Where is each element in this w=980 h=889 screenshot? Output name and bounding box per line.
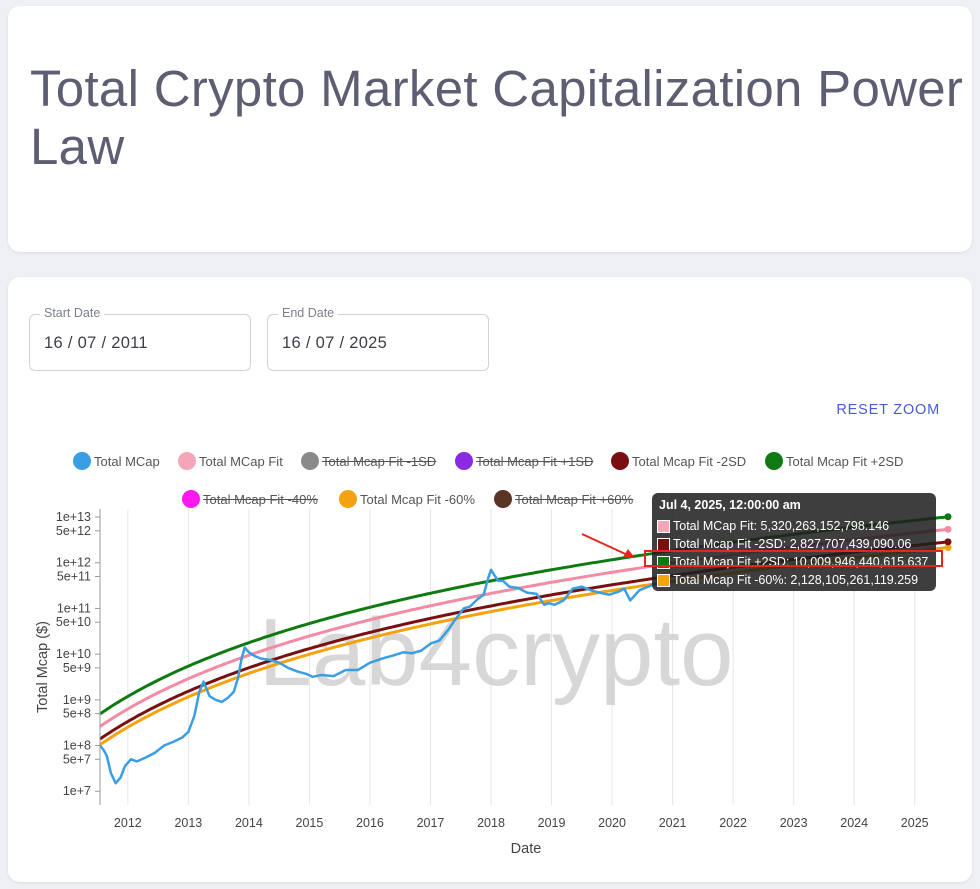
legend-swatch: [182, 490, 200, 508]
start-date-field[interactable]: Start Date 16 / 07 / 2011: [29, 306, 251, 371]
annotation-arrow-line: [581, 533, 633, 558]
legend-swatch: [339, 490, 357, 508]
tooltip-text: Total Mcap Fit -60%: 2,128,105,261,119.2…: [673, 573, 919, 587]
start-date-label: Start Date: [40, 306, 105, 320]
fit-line-end-point: [944, 525, 952, 533]
legend-swatch: [765, 452, 783, 470]
legend-swatch: [455, 452, 473, 470]
y-tick-label: 5e+11: [57, 570, 91, 584]
x-tick-label: 2017: [417, 816, 445, 830]
axes: 2012 2013 2014 2015 2016 2017 2018 2019 2020 2021…: [56, 509, 929, 830]
legend-label: Total Mcap Fit -1SD: [322, 453, 437, 469]
end-date-value[interactable]: 16 / 07 / 2025: [282, 334, 388, 352]
tooltip-swatch: [657, 537, 670, 551]
y-tick-label: 5e+8: [63, 707, 91, 721]
tooltip-text: Total MCap Fit: 5,320,263,152,798.146: [673, 519, 890, 533]
fit-line-end-point: [944, 538, 952, 546]
y-tick-label: 1e+9: [63, 693, 91, 707]
legend-swatch: [494, 490, 512, 508]
legend-item-fit-minus-40[interactable]: Total Mcap Fit -40%: [182, 490, 318, 508]
legend-item-fit-plus-1sd[interactable]: Total Mcap Fit +1SD: [455, 452, 593, 470]
legend-item-fit-minus-1sd[interactable]: Total Mcap Fit -1SD: [301, 452, 436, 470]
chart-card: Start Date 16 / 07 / 2011 End Date 16 / …: [8, 277, 972, 882]
tooltip-swatch: [657, 519, 670, 533]
legend-label: Total Mcap Fit +60%: [515, 491, 634, 507]
x-tick-label: 2013: [174, 816, 202, 830]
x-tick-label: 2023: [780, 816, 808, 830]
x-tick-label: 2018: [477, 816, 505, 830]
x-tick-label: 2020: [598, 816, 626, 830]
y-tick-label: 5e+7: [63, 752, 91, 766]
y-tick-label: 5e+12: [56, 524, 91, 538]
x-tick-label: 2022: [719, 816, 747, 830]
legend-label: Total MCap Fit: [199, 453, 283, 469]
annotation-arrow-head: [623, 549, 635, 558]
y-tick-label: 5e+9: [63, 661, 91, 675]
legend-label: Total MCap: [94, 453, 160, 469]
tooltip-row-minus-60: Total Mcap Fit -60%: 2,128,105,261,119.2…: [657, 573, 918, 587]
x-tick-label: 2012: [114, 816, 142, 830]
legend-item-fit-plus-60[interactable]: Total Mcap Fit +60%: [494, 490, 633, 508]
x-tick-label: 2014: [235, 816, 263, 830]
total-mcap-line: [99, 568, 659, 785]
legend-item-total-mcap[interactable]: Total MCap: [73, 452, 160, 470]
x-tick-label: 2024: [840, 816, 868, 830]
start-date-value[interactable]: 16 / 07 / 2011: [44, 334, 148, 352]
chart-tooltip: Jul 4, 2025, 12:00:00 am Total MCap Fit:…: [652, 493, 936, 591]
x-axis-title: Date: [511, 841, 542, 857]
tooltip-swatch: [657, 573, 670, 587]
reset-zoom-button[interactable]: RESET ZOOM: [836, 402, 940, 418]
fit-line-end-point: [944, 544, 952, 552]
legend-item-total-mcap-fit[interactable]: Total MCap Fit: [178, 452, 283, 470]
x-tick-label: 2021: [659, 816, 687, 830]
legend-item-fit-minus-2sd[interactable]: Total Mcap Fit -2SD: [611, 452, 746, 470]
y-tick-label: 1e+10: [56, 647, 91, 661]
end-date-field[interactable]: End Date 16 / 07 / 2025: [267, 306, 489, 371]
tooltip-highlight-box: [644, 550, 943, 567]
x-tick-label: 2016: [356, 816, 384, 830]
y-tick-label: 1e+12: [56, 556, 91, 570]
x-tick-label: 2025: [901, 816, 929, 830]
y-tick-label: 1e+8: [63, 739, 91, 753]
legend-label: Total Mcap Fit -40%: [203, 491, 318, 507]
x-tick-label: 2015: [296, 816, 324, 830]
legend-label: Total Mcap Fit +2SD: [786, 453, 904, 469]
legend-label: Total Mcap Fit -2SD: [632, 453, 747, 469]
legend-swatch: [611, 452, 629, 470]
tooltip-text: Total Mcap Fit -2SD: 2,827,707,439,090.0…: [673, 537, 912, 551]
tooltip-title: Jul 4, 2025, 12:00:00 am: [659, 498, 801, 512]
legend-swatch: [178, 452, 196, 470]
legend-swatch: [301, 452, 319, 470]
data-line: [99, 568, 659, 785]
y-tick-label: 1e+13: [56, 510, 91, 524]
legend-label: Total Mcap Fit +1SD: [476, 453, 594, 469]
legend-item-fit-plus-2sd[interactable]: Total Mcap Fit +2SD: [765, 452, 903, 470]
tooltip-row-minus-2sd: Total Mcap Fit -2SD: 2,827,707,439,090.0…: [657, 537, 911, 551]
page-title: Total Crypto Market Capitalization Power…: [30, 60, 964, 175]
y-tick-label: 5e+10: [56, 615, 91, 629]
x-tick-label: 2019: [538, 816, 566, 830]
tooltip-row-fit: Total MCap Fit: 5,320,263,152,798.146: [657, 519, 889, 533]
watermark: Lab4crypto: [259, 599, 734, 706]
end-date-label: End Date: [278, 306, 339, 320]
y-tick-label: 1e+11: [57, 601, 91, 615]
legend-swatch: [73, 452, 91, 470]
y-axis-title: Total Mcap ($): [35, 621, 51, 713]
title-card: Total Crypto Market Capitalization Power…: [8, 6, 972, 252]
legend-label: Total Mcap Fit -60%: [360, 491, 475, 507]
y-tick-label: 1e+7: [63, 784, 91, 798]
legend-item-fit-minus-60[interactable]: Total Mcap Fit -60%: [339, 490, 475, 508]
fit-line-end-point: [944, 513, 952, 521]
